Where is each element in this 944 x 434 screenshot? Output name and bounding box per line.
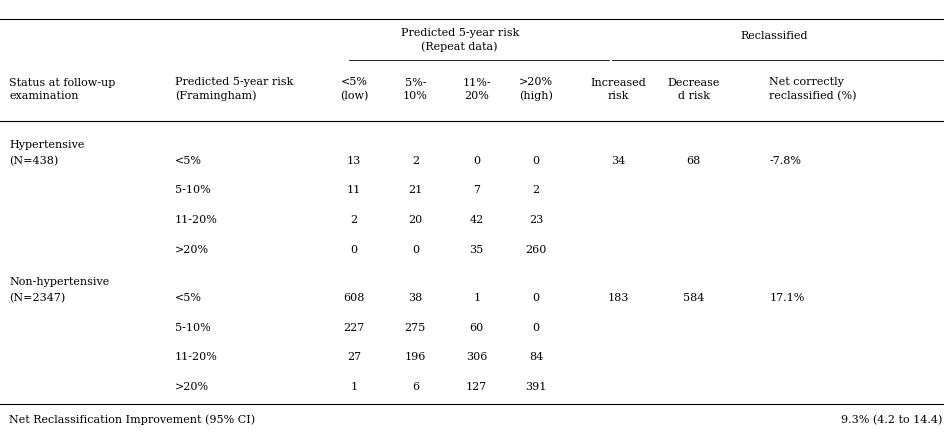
Text: 2: 2 — [532, 185, 540, 195]
Text: 0: 0 — [350, 244, 358, 254]
Text: 183: 183 — [608, 293, 629, 302]
Text: <5%: <5% — [175, 155, 202, 165]
Text: >20%: >20% — [175, 381, 209, 391]
Text: 20: 20 — [408, 214, 423, 224]
Text: >20%
(high): >20% (high) — [519, 77, 553, 101]
Text: 9.3% (4.2 to 14.4): 9.3% (4.2 to 14.4) — [841, 414, 942, 424]
Text: 42: 42 — [469, 214, 484, 224]
Text: 0: 0 — [532, 322, 540, 332]
Text: 1: 1 — [350, 381, 358, 391]
Text: 260: 260 — [526, 244, 547, 254]
Text: Net Reclassification Improvement (95% CI): Net Reclassification Improvement (95% CI… — [9, 414, 256, 424]
Text: 5%-
10%: 5%- 10% — [403, 77, 428, 101]
Text: 5-10%: 5-10% — [175, 322, 211, 332]
Text: Reclassified: Reclassified — [740, 31, 808, 40]
Text: 391: 391 — [526, 381, 547, 391]
Text: 27: 27 — [347, 352, 361, 362]
Text: 0: 0 — [532, 293, 540, 302]
Text: 0: 0 — [473, 155, 480, 165]
Text: 0: 0 — [412, 244, 419, 254]
Text: 21: 21 — [408, 185, 423, 195]
Text: Status at follow-up
examination: Status at follow-up examination — [9, 77, 116, 101]
Text: 196: 196 — [405, 352, 426, 362]
Text: 38: 38 — [408, 293, 423, 302]
Text: 23: 23 — [529, 214, 544, 224]
Text: 0: 0 — [532, 155, 540, 165]
Text: 68: 68 — [686, 155, 701, 165]
Text: Predicted 5-year risk
(Repeat data): Predicted 5-year risk (Repeat data) — [400, 28, 519, 52]
Text: 227: 227 — [344, 322, 364, 332]
Text: 6: 6 — [412, 381, 419, 391]
Text: 34: 34 — [611, 155, 626, 165]
Text: 84: 84 — [529, 352, 544, 362]
Text: 1: 1 — [473, 293, 480, 302]
Text: 306: 306 — [466, 352, 487, 362]
Text: 11: 11 — [346, 185, 362, 195]
Text: 127: 127 — [466, 381, 487, 391]
Text: 60: 60 — [469, 322, 484, 332]
Text: 608: 608 — [344, 293, 364, 302]
Text: -7.8%: -7.8% — [769, 155, 801, 165]
Text: 11-20%: 11-20% — [175, 214, 217, 224]
Text: 584: 584 — [683, 293, 704, 302]
Text: (N=438): (N=438) — [9, 155, 59, 165]
Text: Increased
risk: Increased risk — [590, 77, 647, 101]
Text: <5%: <5% — [175, 293, 202, 302]
Text: 2: 2 — [350, 214, 358, 224]
Text: Non-hypertensive: Non-hypertensive — [9, 276, 110, 286]
Text: 7: 7 — [473, 185, 480, 195]
Text: 35: 35 — [469, 244, 484, 254]
Text: Net correctly
reclassified (%): Net correctly reclassified (%) — [769, 77, 857, 101]
Text: <5%
(low): <5% (low) — [340, 77, 368, 101]
Text: 11%-
20%: 11%- 20% — [463, 77, 491, 101]
Text: 5-10%: 5-10% — [175, 185, 211, 195]
Text: 11-20%: 11-20% — [175, 352, 217, 362]
Text: 2: 2 — [412, 155, 419, 165]
Text: Decrease
d risk: Decrease d risk — [667, 77, 720, 101]
Text: 13: 13 — [346, 155, 362, 165]
Text: (N=2347): (N=2347) — [9, 293, 66, 303]
Text: 17.1%: 17.1% — [769, 293, 804, 302]
Text: Hypertensive: Hypertensive — [9, 139, 85, 149]
Text: >20%: >20% — [175, 244, 209, 254]
Text: Predicted 5-year risk
(Framingham): Predicted 5-year risk (Framingham) — [175, 77, 293, 101]
Text: 275: 275 — [405, 322, 426, 332]
